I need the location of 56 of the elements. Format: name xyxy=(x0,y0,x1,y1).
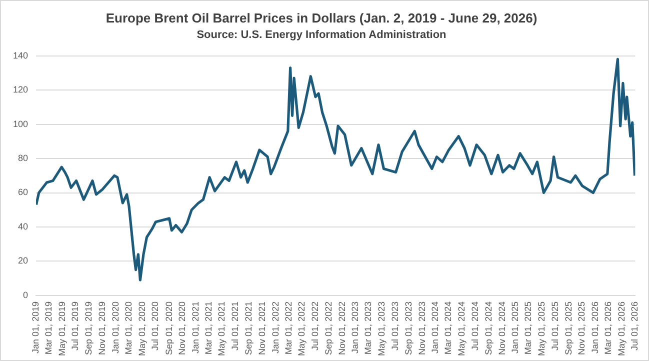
x-tick-label: Nov 01, 2024 xyxy=(496,301,507,356)
y-tick-label: 20 xyxy=(18,256,28,266)
chart-title: Europe Brent Oil Barrel Prices in Dollars (Jan. 2, 2019 - June 29, 2026) xyxy=(106,10,538,26)
x-tick-label: May 01, 2026 xyxy=(616,301,626,356)
y-tick-label: 80 xyxy=(18,152,28,163)
x-tick-label: Mar 01, 2021 xyxy=(203,301,214,355)
x-tick-label: May 01, 2021 xyxy=(216,301,227,356)
x-tick-label: Jul 01, 2021 xyxy=(230,301,240,351)
x-tick-label: Sep 01, 2025 xyxy=(563,301,574,356)
y-tick-label: 0 xyxy=(23,290,28,300)
x-tick-label: Nov 01, 2021 xyxy=(257,301,267,356)
x-tick-label: May 01, 2025 xyxy=(536,301,546,356)
x-tick-label: Jan 01, 2026 xyxy=(590,301,600,354)
x-tick-label: May 01, 2019 xyxy=(56,301,67,356)
chart-subtitle: Source: U.S. Energy Information Administration xyxy=(196,29,447,42)
x-tick-label: Nov 01, 2019 xyxy=(97,301,108,356)
x-tick-label: Jul 01, 2025 xyxy=(550,301,560,351)
x-tick-label: Jan 01, 2021 xyxy=(190,301,200,354)
x-tick-label: Jan 01, 2024 xyxy=(430,301,440,354)
x-tick-label: Sep 01, 2022 xyxy=(324,301,334,356)
x-tick-label: Mar 01, 2023 xyxy=(363,301,374,355)
y-tick-label: 40 xyxy=(18,221,28,232)
x-tick-label: Mar 01, 2025 xyxy=(523,301,534,355)
x-tick-label: Sep 01, 2024 xyxy=(484,301,494,356)
x-tick-label: Mar 01, 2019 xyxy=(43,301,54,355)
x-tick-label: Jan 01, 2020 xyxy=(110,301,120,354)
x-tick-label: Jul 01, 2024 xyxy=(470,301,480,351)
x-tick-label: Mar 01, 2026 xyxy=(602,301,613,355)
x-tick-label: Jul 01, 2022 xyxy=(310,301,320,351)
x-tick-label: Sep 01, 2020 xyxy=(164,301,174,356)
y-tick-label: 100 xyxy=(12,118,28,129)
x-tick-label: Nov 01, 2023 xyxy=(416,301,427,356)
x-tick-label: Nov 01, 2022 xyxy=(336,301,347,356)
x-tick-label: Jul 01, 2026 xyxy=(630,301,640,351)
x-tick-label: Jul 01, 2019 xyxy=(70,301,80,351)
x-tick-label: Mar 01, 2022 xyxy=(283,301,294,355)
y-tick-label: 120 xyxy=(12,84,28,95)
x-tick-label: Mar 01, 2024 xyxy=(443,301,454,355)
y-tick-label: 140 xyxy=(12,50,28,60)
x-tick-label: Sep 01, 2023 xyxy=(403,301,414,356)
y-tick-label: 60 xyxy=(18,187,28,198)
x-tick-label: Jan 01, 2023 xyxy=(350,301,360,354)
x-tick-label: Jan 01, 2019 xyxy=(30,301,40,354)
x-tick-label: Jul 01, 2023 xyxy=(390,301,400,351)
x-tick-label: Nov 01, 2025 xyxy=(576,301,587,356)
x-tick-label: Sep 01, 2019 xyxy=(84,301,94,356)
x-tick-label: May 01, 2022 xyxy=(296,301,307,356)
x-tick-label: May 01, 2020 xyxy=(136,301,147,356)
x-tick-label: Jul 01, 2020 xyxy=(150,301,160,351)
x-tick-label: Sep 01, 2021 xyxy=(244,301,254,356)
x-tick-label: Mar 01, 2020 xyxy=(124,301,134,355)
x-tick-label: Jan 01, 2022 xyxy=(270,301,280,354)
x-tick-label: May 01, 2023 xyxy=(376,301,386,356)
x-tick-label: Jan 01, 2025 xyxy=(510,301,520,354)
x-tick-label: Nov 01, 2020 xyxy=(177,301,188,356)
x-tick-label: May 01, 2024 xyxy=(456,301,467,356)
